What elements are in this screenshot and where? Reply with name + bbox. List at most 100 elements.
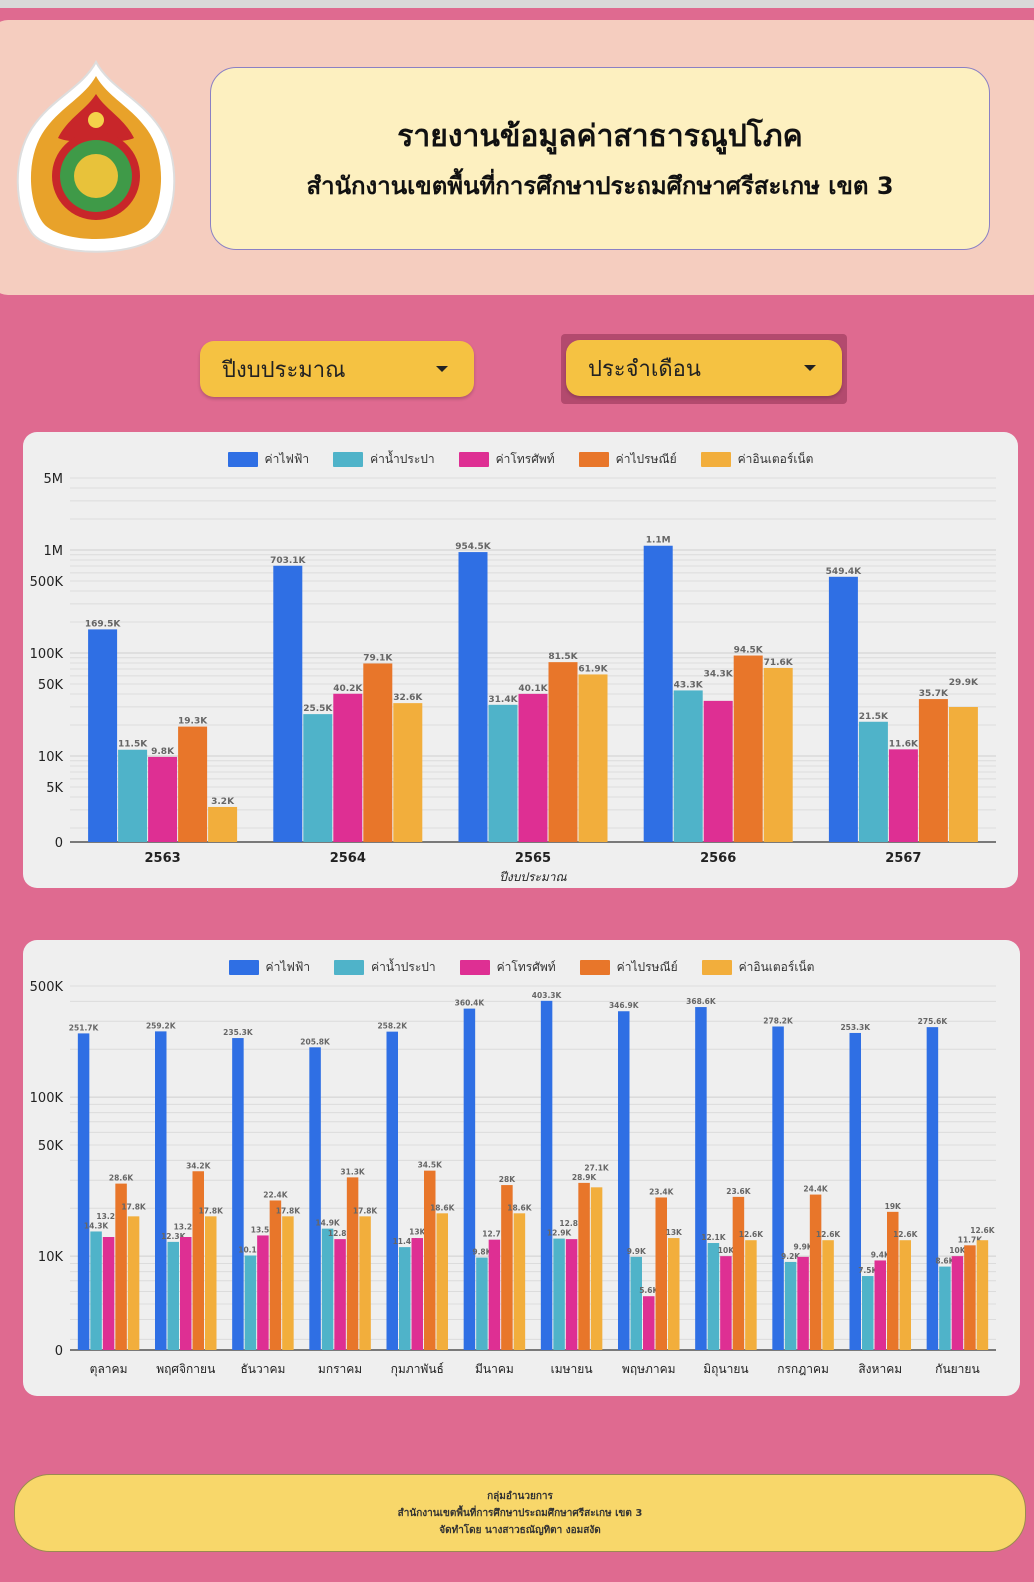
- legend-item-internet[interactable]: ค่าอินเตอร์เน็ต: [700, 450, 814, 469]
- bar-2-3: [703, 700, 733, 842]
- legend-item-water[interactable]: ค่าน้ำประปา: [334, 958, 436, 977]
- data-label: 25.5K: [303, 704, 333, 714]
- bar-0-10: [849, 1032, 861, 1350]
- legend-item-electricity[interactable]: ค่าไฟฟ้า: [228, 958, 310, 977]
- x-category-label: ธันวาคม: [240, 1362, 285, 1376]
- x-category-label: พฤศจิกายน: [156, 1362, 215, 1376]
- bar-1-4: [858, 721, 888, 842]
- bar-1-5: [476, 1257, 488, 1350]
- data-label: 346.9K: [609, 1001, 640, 1010]
- y-tick-label: 500K: [30, 980, 64, 995]
- legend-item-electricity[interactable]: ค่าไฟฟ้า: [227, 450, 310, 469]
- y-tick-label: 10K: [38, 1250, 64, 1265]
- page-subtitle: สำนักงานเขตพื้นที่การศึกษาประถมศึกษาศรีส…: [306, 171, 894, 200]
- data-label: 17.8K: [353, 1206, 379, 1215]
- bar-3-6: [578, 1182, 590, 1350]
- bar-1-0: [118, 749, 148, 842]
- footer-author: จัดทำโดย นางสาวธณัญทิตา งอมสงัด: [439, 1524, 601, 1536]
- legend-item-postal[interactable]: ค่าไปรษณีย์: [578, 450, 677, 469]
- data-label: 253.3K: [840, 1023, 871, 1032]
- data-label: 81.5K: [548, 652, 578, 662]
- data-label: 32.6K: [393, 693, 423, 703]
- legend-item-internet[interactable]: ค่าอินเตอร์เน็ต: [701, 958, 814, 977]
- bar-1-7: [630, 1256, 642, 1350]
- data-label: 31.4K: [488, 695, 518, 705]
- data-label: 43.3K: [674, 680, 704, 690]
- data-label: 9.2K: [781, 1252, 801, 1261]
- monthly-utility-chart: 0 10K 50K 100K 500K ตุลาคม 251.7K 14.3K 13.2K 28.…: [23, 940, 1020, 1396]
- bar-3-10: [887, 1211, 899, 1350]
- bar-3-2: [269, 1200, 282, 1350]
- bar-0-4: [386, 1031, 398, 1350]
- data-label: 94.5K: [734, 646, 764, 656]
- data-label: 10K: [949, 1246, 966, 1255]
- legend-item-telephone[interactable]: ค่าโทรศัพท์: [458, 450, 555, 469]
- office-emblem-logo: [16, 59, 176, 253]
- data-label: 28.6K: [109, 1174, 135, 1183]
- data-label: 13K: [409, 1228, 426, 1237]
- x-category-label: สิงหาคม: [858, 1362, 902, 1376]
- legend-label: ค่าไฟฟ้า: [264, 452, 310, 466]
- legend-label: ค่าไปรษณีย์: [616, 960, 678, 974]
- bar-1-3: [321, 1228, 334, 1350]
- bar-4-2: [578, 674, 608, 842]
- footer-department: กลุ่มอำนวยการ: [487, 1490, 553, 1502]
- legend-item-water[interactable]: ค่าน้ำประปา: [333, 450, 435, 469]
- data-label: 275.6K: [918, 1017, 949, 1026]
- x-category-label: 2564: [330, 851, 366, 866]
- bar-0-11: [926, 1027, 939, 1350]
- bar-3-8: [732, 1196, 745, 1350]
- y-tick-label: 500K: [30, 575, 64, 590]
- bar-0-2: [458, 552, 488, 842]
- bar-2-2: [518, 693, 548, 842]
- data-label: 11.4K: [393, 1237, 419, 1246]
- data-label: 13.2K: [174, 1222, 200, 1231]
- bar-4-4: [948, 707, 978, 842]
- bar-2-6: [565, 1239, 578, 1350]
- data-label: 403.3K: [532, 991, 563, 1000]
- bar-1-9: [784, 1261, 797, 1350]
- data-label: 10.1K: [238, 1245, 264, 1254]
- footer-office: สำนักงานเขตพื้นที่การศึกษาประถมศึกษาศรีส…: [397, 1507, 643, 1519]
- legend-label: ค่าไปรษณีย์: [615, 452, 677, 466]
- bar-0-5: [463, 1008, 476, 1350]
- data-label: 21.5K: [859, 712, 889, 722]
- legend-item-postal[interactable]: ค่าไปรษณีย์: [579, 958, 678, 977]
- fiscal-year-dropdown-label: ปีงบประมาณ: [222, 357, 346, 383]
- month-dropdown[interactable]: ประจำเดือน: [566, 340, 842, 396]
- bar-0-8: [695, 1007, 707, 1350]
- bar-0-3: [643, 545, 673, 842]
- bar-4-10: [899, 1240, 911, 1350]
- fiscal-year-dropdown[interactable]: ปีงบประมาณ: [200, 341, 474, 397]
- data-label: 35.7K: [919, 689, 949, 699]
- data-label: 360.4K: [455, 999, 486, 1008]
- data-label: 22.4K: [263, 1190, 289, 1199]
- bar-2-11: [951, 1256, 964, 1350]
- data-label: 19K: [885, 1202, 902, 1211]
- data-label: 17.8K: [276, 1206, 302, 1215]
- data-label: 14.3K: [84, 1221, 110, 1230]
- data-label: 12.3K: [161, 1232, 187, 1241]
- data-label: 9.9K: [794, 1242, 814, 1251]
- data-label: 12.6K: [970, 1226, 996, 1235]
- bar-2-2: [257, 1235, 269, 1350]
- data-label: 29.9K: [949, 678, 979, 688]
- bar-4-9: [822, 1240, 834, 1350]
- legend-label: ค่าอินเตอร์เน็ต: [737, 452, 814, 466]
- legend-swatch: [228, 960, 259, 975]
- legend-label: ค่าโทรศัพท์: [496, 960, 556, 974]
- data-label: 1.1M: [646, 536, 671, 546]
- bar-1-2: [488, 704, 518, 842]
- y-tick-label: 1M: [44, 544, 64, 559]
- data-label: 259.2K: [146, 1021, 177, 1030]
- legend-swatch: [333, 452, 364, 467]
- data-label: 34.2K: [186, 1161, 212, 1170]
- bar-0-2: [232, 1038, 244, 1350]
- legend-item-telephone[interactable]: ค่าโทรศัพท์: [459, 958, 556, 977]
- bar-4-3: [359, 1216, 371, 1350]
- bar-4-8: [745, 1240, 757, 1350]
- footer-credits: กลุ่มอำนวยการ สำนักงานเขตพื้นที่การศึกษา…: [14, 1474, 1026, 1552]
- y-tick-label: 100K: [30, 647, 64, 662]
- report-title-box: รายงานข้อมูลค่าสาธารณูปโภค สำนักงานเขตพื…: [210, 67, 990, 250]
- x-category-label: มกราคม: [318, 1362, 362, 1376]
